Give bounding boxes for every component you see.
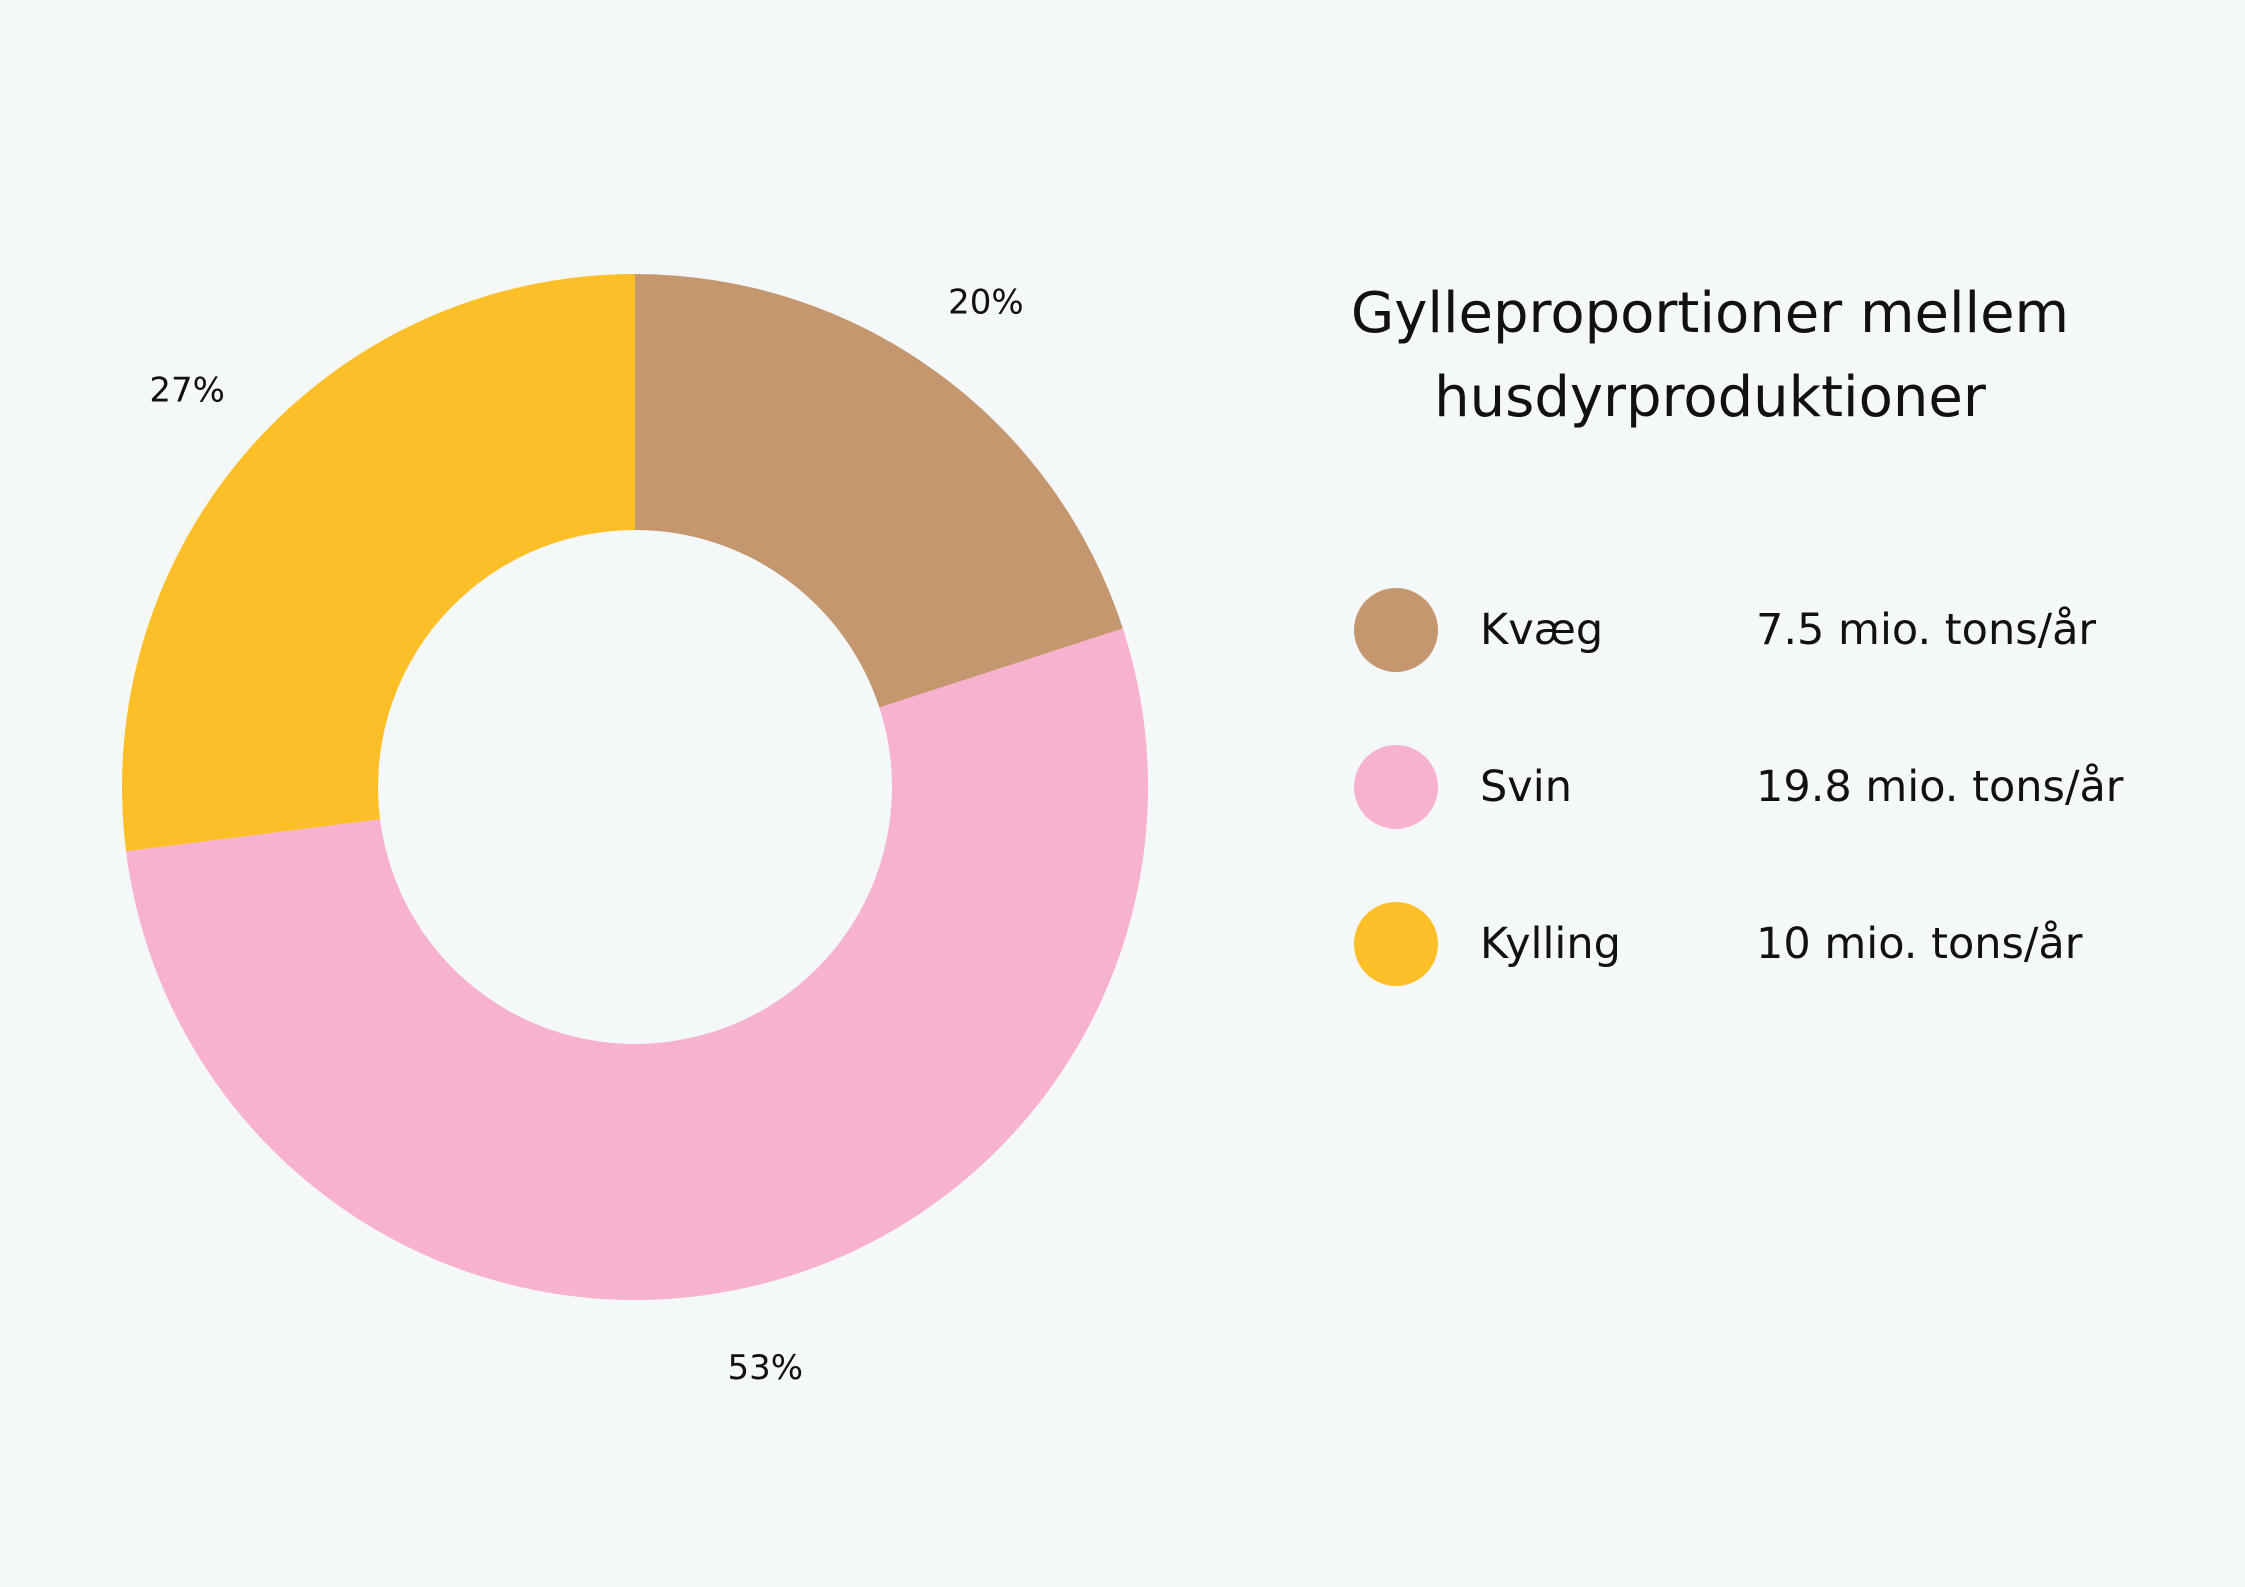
legend-swatch-svin	[1354, 745, 1438, 829]
percent-label-kylling: 27%	[149, 371, 225, 411]
legend-swatch-kylling	[1354, 902, 1438, 986]
chart-title-line-2: husdyrproduktioner	[1434, 365, 1986, 430]
chart-title-line-1: Gylleproportioner mellem	[1350, 281, 2070, 346]
donut-slices	[121, 274, 1148, 1300]
legend-label-svin: Svin	[1480, 762, 1572, 812]
legend-item-kylling: Kylling 10 mio. tons/år	[1354, 902, 2214, 986]
slice-kylling	[121, 274, 635, 852]
legend-value-svin: 19.8 mio. tons/år	[1756, 762, 2124, 812]
donut-chart: 20% 53% 27%	[121, 274, 1148, 1389]
legend: Kvæg 7.5 mio. tons/år Svin 19.8 mio. ton…	[1354, 588, 2214, 1059]
chart-title: Gylleproportioner mellem husdyrproduktio…	[1250, 272, 2170, 440]
percent-label-svin: 53%	[727, 1348, 803, 1388]
legend-swatch-kvaeg	[1354, 588, 1438, 672]
legend-label-kvaeg: Kvæg	[1480, 605, 1604, 655]
legend-label-kylling: Kylling	[1480, 919, 1621, 969]
legend-item-svin: Svin 19.8 mio. tons/år	[1354, 745, 2214, 829]
percent-label-kvaeg: 20%	[948, 283, 1024, 323]
slice-svin	[126, 628, 1148, 1300]
slice-kvaeg	[635, 274, 1123, 708]
legend-value-kvaeg: 7.5 mio. tons/år	[1756, 605, 2097, 655]
legend-value-kylling: 10 mio. tons/år	[1756, 919, 2083, 969]
legend-item-kvaeg: Kvæg 7.5 mio. tons/år	[1354, 588, 2214, 672]
percent-labels: 20% 53% 27%	[149, 283, 1023, 1389]
